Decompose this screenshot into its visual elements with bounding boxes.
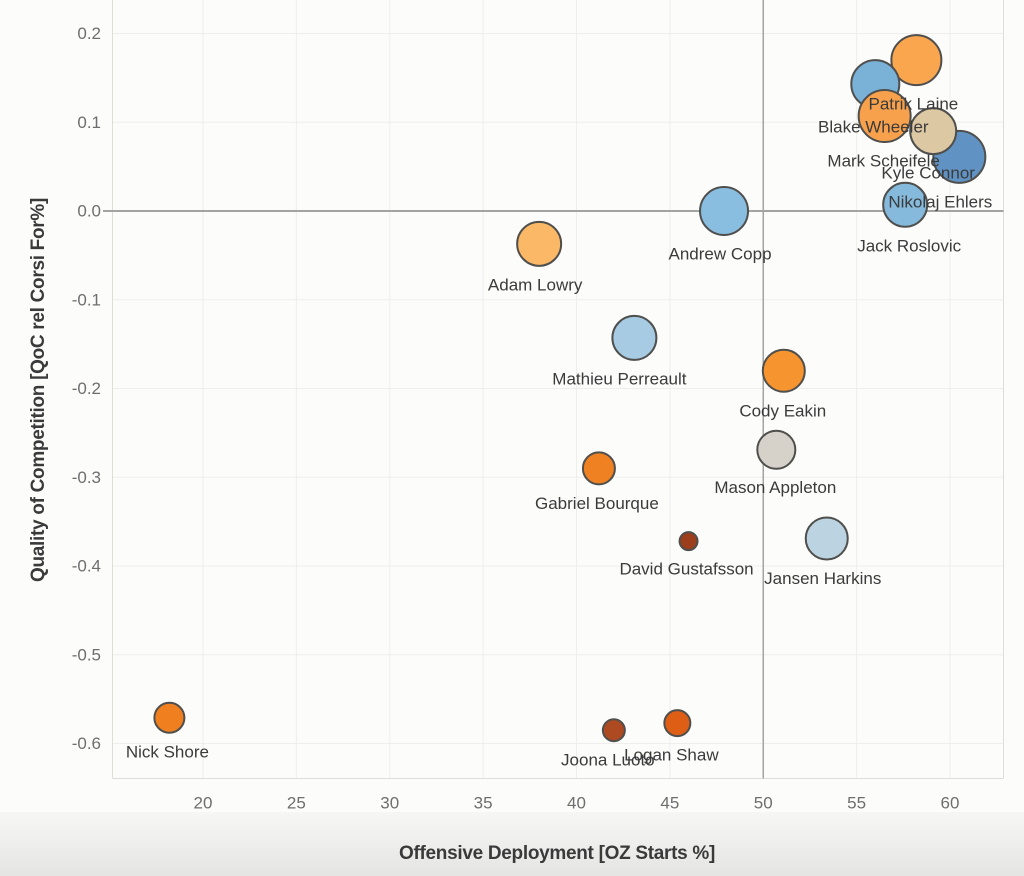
x-axis-title: Offensive Deployment [OZ Starts %]: [399, 843, 715, 864]
bubble-adam-lowry[interactable]: [516, 220, 563, 267]
bubble-mason-appleton[interactable]: [756, 429, 797, 470]
bubble-cody-eakin[interactable]: [761, 348, 806, 393]
y-tick-label: -0.2: [72, 379, 101, 398]
bubble-jack-roslovic[interactable]: [882, 181, 929, 228]
bubble-logan-shaw[interactable]: [663, 709, 692, 738]
bubble-mark-scheifele[interactable]: [857, 89, 912, 144]
mark-label-blake-wheeler: Blake Wheeler: [818, 118, 929, 137]
mark-label-jack-roslovic: Jack Roslovic: [857, 236, 961, 255]
mark-label-cody-eakin: Cody Eakin: [739, 401, 826, 420]
mark-label-adam-lowry: Adam Lowry: [488, 275, 583, 294]
mark-label-david-gustafsson: David Gustafsson: [619, 560, 753, 579]
x-tick-label: 35: [474, 794, 493, 813]
reference-lines-layer: [103, 0, 1004, 779]
mark-labels-layer: Patrik Laine Blake Wheeler Mark Scheifele N…: [126, 95, 992, 770]
mark-label-andrew-copp: Andrew Copp: [669, 245, 772, 264]
bubble-david-gustafsson[interactable]: [678, 531, 699, 552]
x-tick-label: 55: [847, 794, 866, 813]
x-tick-label: 45: [660, 794, 679, 813]
mark-label-gabriel-bourque: Gabriel Bourque: [535, 494, 659, 513]
x-tick-label: 25: [287, 794, 306, 813]
bubble-mathieu-perreault[interactable]: [611, 314, 658, 361]
y-tick-label: 0.2: [77, 24, 101, 43]
y-axis-title: Quality of Competition [QoC rel Corsi Fo…: [28, 198, 49, 582]
bubble-jansen-harkins[interactable]: [804, 516, 849, 561]
x-tick-label: 20: [194, 794, 213, 813]
bubble-gabriel-bourque[interactable]: [581, 451, 616, 486]
bubble-kyle-connor[interactable]: [909, 107, 958, 156]
mark-label-patrik-laine: Patrik Laine: [868, 95, 958, 114]
x-tick-label: 60: [941, 794, 960, 813]
y-tick-label: -0.5: [72, 645, 101, 664]
bubble-andrew-copp[interactable]: [699, 186, 750, 236]
mark-label-mason-appleton: Mason Appleton: [714, 478, 836, 497]
mark-label-logan-shaw: Logan Shaw: [624, 746, 719, 765]
tick-labels-layer: 20 25 30 35 40 45 50 55 60 0.2 0.1 0.0 -0.1 -0.2 -0.3 -…: [72, 24, 960, 813]
y-tick-label: 0.0: [77, 202, 101, 221]
bubble-nick-shore[interactable]: [153, 701, 186, 734]
mark-label-mathieu-perreault: Mathieu Perreault: [552, 369, 686, 388]
x-tick-label: 30: [380, 794, 399, 813]
mark-label-nikolaj-ehlers: Nikolaj Ehlers: [888, 192, 992, 211]
bubbles-layer: [153, 34, 987, 743]
mark-label-joona-luoto: Joona Luoto: [561, 751, 655, 770]
y-tick-label: -0.6: [72, 734, 101, 753]
bubble-joona-luoto[interactable]: [601, 718, 626, 743]
y-tick-label: -0.4: [72, 557, 101, 576]
x-tick-label: 40: [567, 794, 586, 813]
bottom-gradient-band: [0, 812, 1024, 876]
mark-label-kyle-connor: Kyle Connor: [881, 164, 975, 183]
mark-label-jansen-harkins: Jansen Harkins: [764, 569, 881, 588]
y-tick-label: -0.3: [72, 468, 101, 487]
mark-label-nick-shore: Nick Shore: [126, 742, 209, 761]
bubble-patrik-laine[interactable]: [890, 34, 943, 87]
plot-border-layer: [112, 0, 1004, 779]
x-tick-label: 50: [754, 794, 773, 813]
y-tick-label: -0.1: [72, 290, 101, 309]
y-tick-label: 0.1: [77, 113, 101, 132]
mark-label-mark-scheifele: Mark Scheifele: [827, 152, 939, 171]
